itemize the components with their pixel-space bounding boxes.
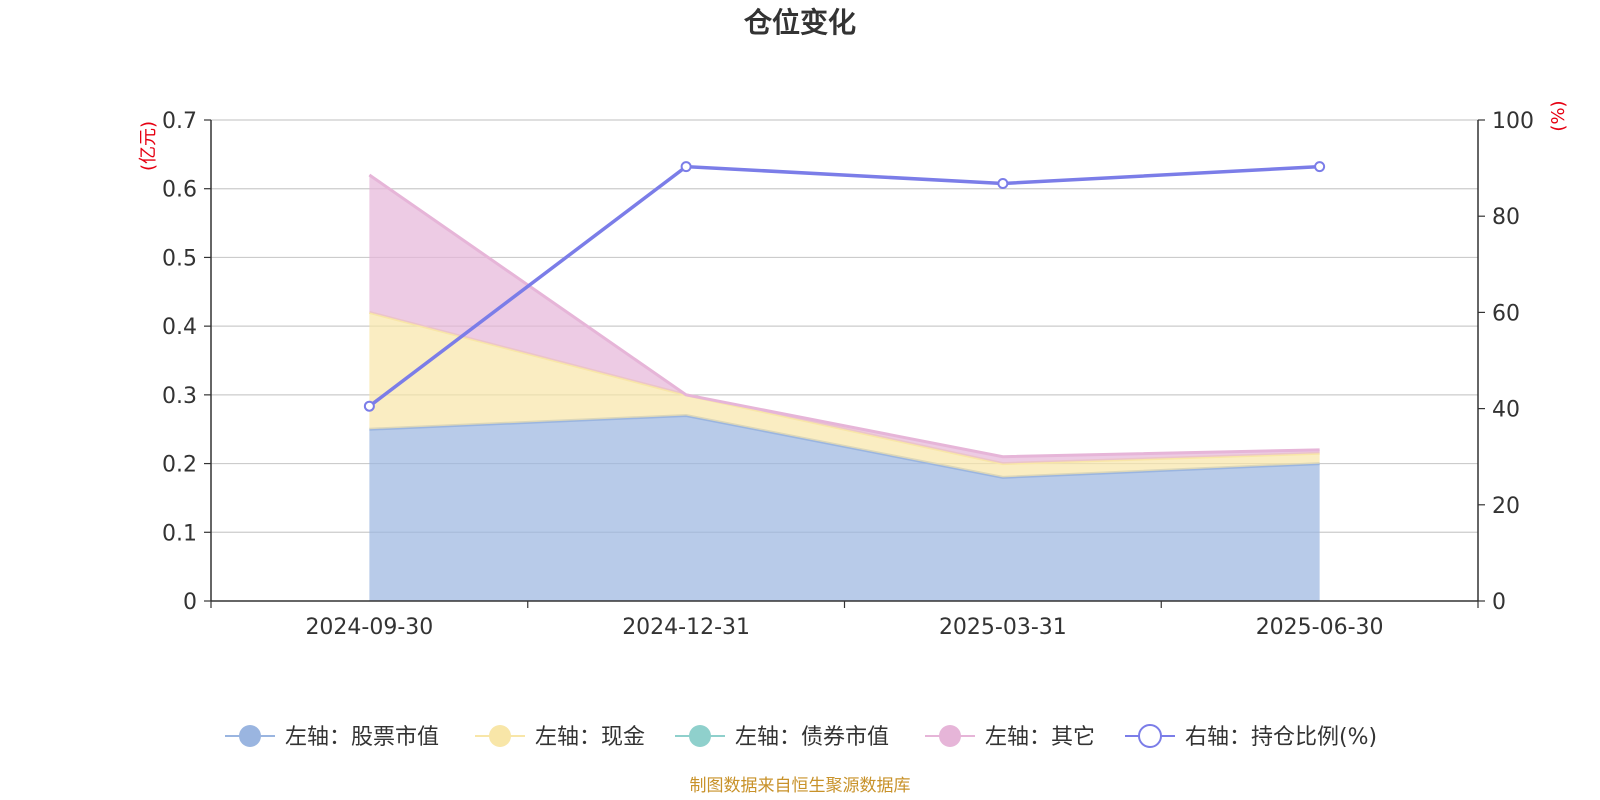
left-axis-tick-label: 0.5 xyxy=(162,246,197,271)
right-axis-tick-label: 80 xyxy=(1492,205,1520,230)
x-axis-tick-label: 2025-06-30 xyxy=(1256,615,1384,640)
legend-marker xyxy=(689,725,711,747)
legend-marker xyxy=(489,725,511,747)
legend-marker xyxy=(239,725,261,747)
axes: 0 0.1 0.2 0.3 0.4 0.5 0.6 0.7 0 20 40 60 80 100 2024-0… xyxy=(162,109,1534,640)
left-axis-tick-label: 0.7 xyxy=(162,109,197,134)
left-axis-tick-label: 0.1 xyxy=(162,521,197,546)
stacked-areas xyxy=(368,173,1320,601)
x-axis-tick-label: 2024-12-31 xyxy=(622,615,750,640)
legend-marker xyxy=(939,725,961,747)
legend-label: 左轴：现金 xyxy=(535,725,645,750)
left-axis-unit: (亿元) xyxy=(138,121,159,171)
legend-item[interactable]: 左轴：现金 xyxy=(475,725,645,750)
chart-title: 仓位变化 xyxy=(744,6,856,39)
left-axis-tick-label: 0.2 xyxy=(162,453,197,478)
ratio-point[interactable] xyxy=(1314,161,1326,173)
area-fill xyxy=(369,415,1320,601)
right-axis-tick-label: 60 xyxy=(1492,301,1520,326)
legend-item[interactable]: 左轴：股票市值 xyxy=(225,725,439,750)
area-fill xyxy=(369,312,1320,478)
x-axis-tick-label: 2025-03-31 xyxy=(939,615,1067,640)
left-axis-tick-label: 0.4 xyxy=(162,315,197,340)
ratio-point[interactable] xyxy=(363,400,375,412)
area-fill xyxy=(369,174,1320,464)
legend[interactable]: 左轴：股票市值 左轴：现金 左轴：债券市值 左轴：其它 右轴：持仓比例(%) xyxy=(225,724,1377,750)
legend-label: 右轴：持仓比例(%) xyxy=(1185,725,1377,750)
right-axis-unit: (%) xyxy=(1548,100,1569,131)
ratio-point[interactable] xyxy=(680,161,692,173)
right-axis-tick-label: 20 xyxy=(1492,494,1520,519)
right-axis-tick-label: 0 xyxy=(1492,590,1506,615)
x-axis-tick-label: 2024-09-30 xyxy=(305,615,433,640)
left-axis-tick-label: 0.3 xyxy=(162,384,197,409)
legend-marker xyxy=(1138,724,1162,748)
legend-item[interactable]: 右轴：持仓比例(%) xyxy=(1125,724,1377,750)
left-axis-tick-label: 0 xyxy=(183,590,197,615)
right-axis-tick-label: 40 xyxy=(1492,398,1520,423)
right-axis-tick-label: 100 xyxy=(1492,109,1534,134)
legend-label: 左轴：股票市值 xyxy=(285,725,439,750)
legend-label: 左轴：其它 xyxy=(985,725,1095,750)
data-source-footer: 制图数据来自恒生聚源数据库 xyxy=(690,776,911,796)
left-axis-tick-label: 0.6 xyxy=(162,178,197,203)
legend-item[interactable]: 左轴：债券市值 xyxy=(675,725,889,750)
legend-item[interactable]: 左轴：其它 xyxy=(925,725,1095,750)
ratio-line-series xyxy=(363,161,1326,412)
ratio-point[interactable] xyxy=(997,177,1009,189)
legend-label: 左轴：债券市值 xyxy=(735,725,889,750)
ratio-line xyxy=(368,164,1320,408)
